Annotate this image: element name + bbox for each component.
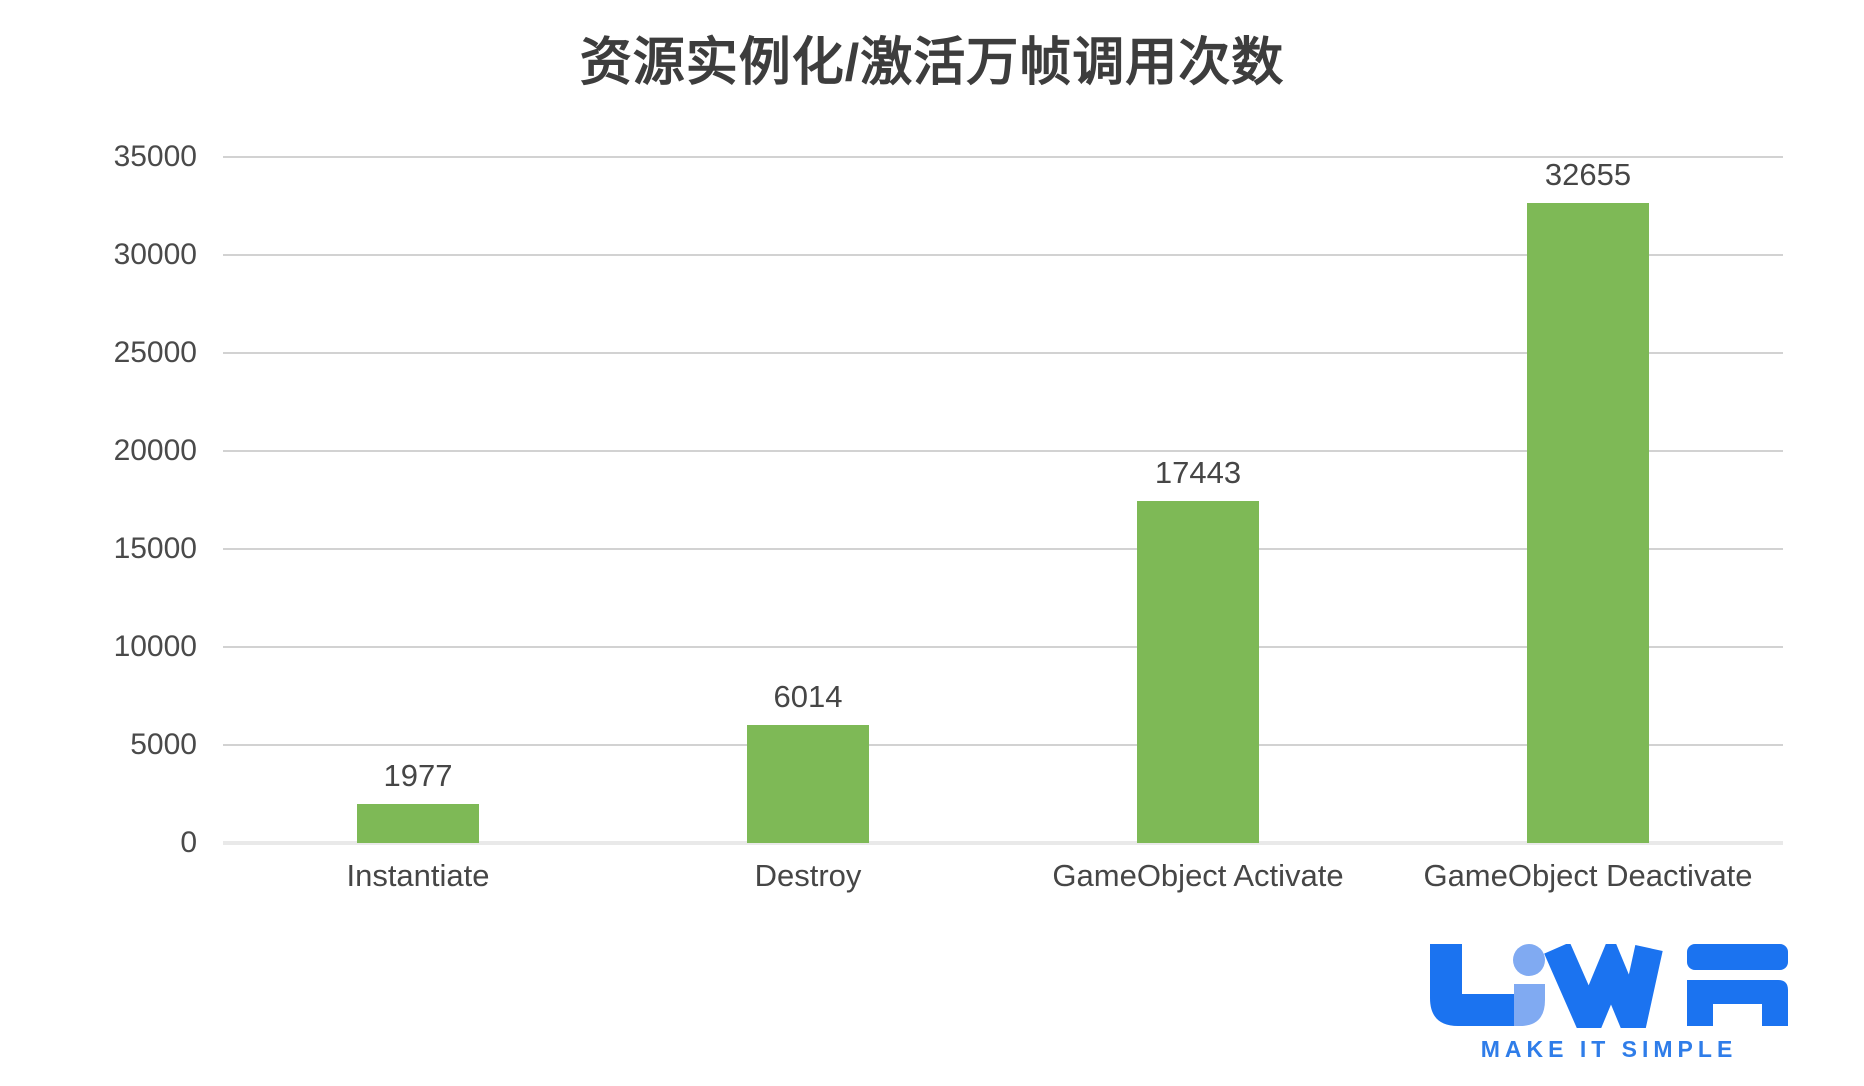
x-category-label-destroy: Destroy (754, 858, 862, 893)
y-tick-label-0: 0 (180, 826, 197, 859)
uwa-logo: MAKE IT SIMPLE (1430, 944, 1788, 1063)
x-category-label-instantiate: Instantiate (346, 858, 490, 893)
gridline-y-35000 (223, 156, 1783, 158)
logo-letter-a-bar (1687, 944, 1788, 970)
x-axis-line (223, 841, 1783, 845)
logo-letter-i-dot (1513, 944, 1545, 976)
y-tick-label-10000: 10000 (113, 630, 197, 663)
data-label-gameobject-deactivate: 32655 (1544, 156, 1632, 192)
gridline-y-25000 (223, 352, 1783, 354)
bar-destroy (747, 725, 869, 843)
gridline-y-15000 (223, 548, 1783, 550)
x-category-label-gameobject-activate: GameObject Activate (1052, 858, 1344, 893)
logo-letter-w (1544, 944, 1663, 1028)
data-label-instantiate: 1977 (383, 758, 453, 794)
y-tick-label-30000: 30000 (113, 238, 197, 271)
y-tick-label-5000: 5000 (130, 728, 197, 761)
uwa-tagline: MAKE IT SIMPLE (1480, 1036, 1738, 1062)
x-category-label-gameobject-deactivate: GameObject Deactivate (1423, 858, 1753, 893)
data-label-gameobject-activate: 17443 (1154, 455, 1242, 491)
gridline-y-30000 (223, 254, 1783, 256)
y-tick-label-35000: 35000 (113, 140, 197, 173)
data-label-destroy: 6014 (773, 679, 843, 715)
bar-gameobject-deactivate (1527, 202, 1649, 843)
bar-instantiate (357, 804, 479, 843)
bar-gameobject-activate (1137, 501, 1259, 843)
y-tick-label-15000: 15000 (113, 532, 197, 565)
uwa-logo-mark (1430, 944, 1788, 1028)
logo-letter-u (1430, 944, 1514, 1026)
y-tick-label-20000: 20000 (113, 434, 197, 467)
logo-letter-i-stem (1514, 984, 1545, 1026)
gridline-y-20000 (223, 450, 1783, 452)
logo-letter-a-bridge (1687, 980, 1788, 1026)
gridline-y-10000 (223, 646, 1783, 648)
y-tick-label-25000: 25000 (113, 336, 197, 369)
chart-title: 资源实例化/激活万帧调用次数 (579, 34, 1285, 92)
gridline-y-5000 (223, 744, 1783, 746)
